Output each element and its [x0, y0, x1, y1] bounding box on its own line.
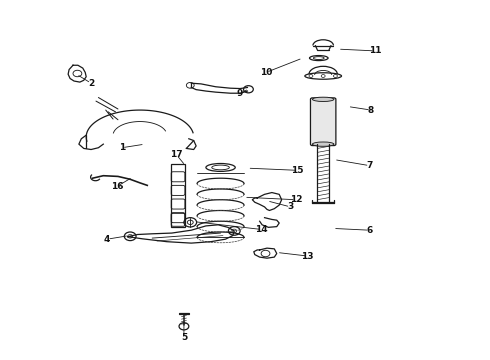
Text: 13: 13 — [301, 252, 314, 261]
Ellipse shape — [313, 97, 334, 102]
Text: 5: 5 — [181, 333, 187, 342]
Text: 2: 2 — [88, 79, 94, 88]
Text: 6: 6 — [367, 226, 373, 235]
Text: 9: 9 — [237, 89, 244, 98]
FancyBboxPatch shape — [311, 98, 336, 145]
Text: 1: 1 — [119, 143, 125, 152]
Text: 7: 7 — [367, 161, 373, 170]
Text: 10: 10 — [260, 68, 272, 77]
Text: 17: 17 — [171, 150, 183, 159]
Text: 3: 3 — [287, 202, 294, 211]
Text: 8: 8 — [368, 105, 374, 114]
Text: 16: 16 — [111, 182, 123, 191]
Text: 12: 12 — [290, 195, 302, 204]
Text: 14: 14 — [255, 225, 268, 234]
Text: 15: 15 — [291, 166, 303, 175]
Text: 11: 11 — [368, 46, 381, 55]
Text: 4: 4 — [104, 235, 110, 244]
Ellipse shape — [313, 142, 334, 146]
